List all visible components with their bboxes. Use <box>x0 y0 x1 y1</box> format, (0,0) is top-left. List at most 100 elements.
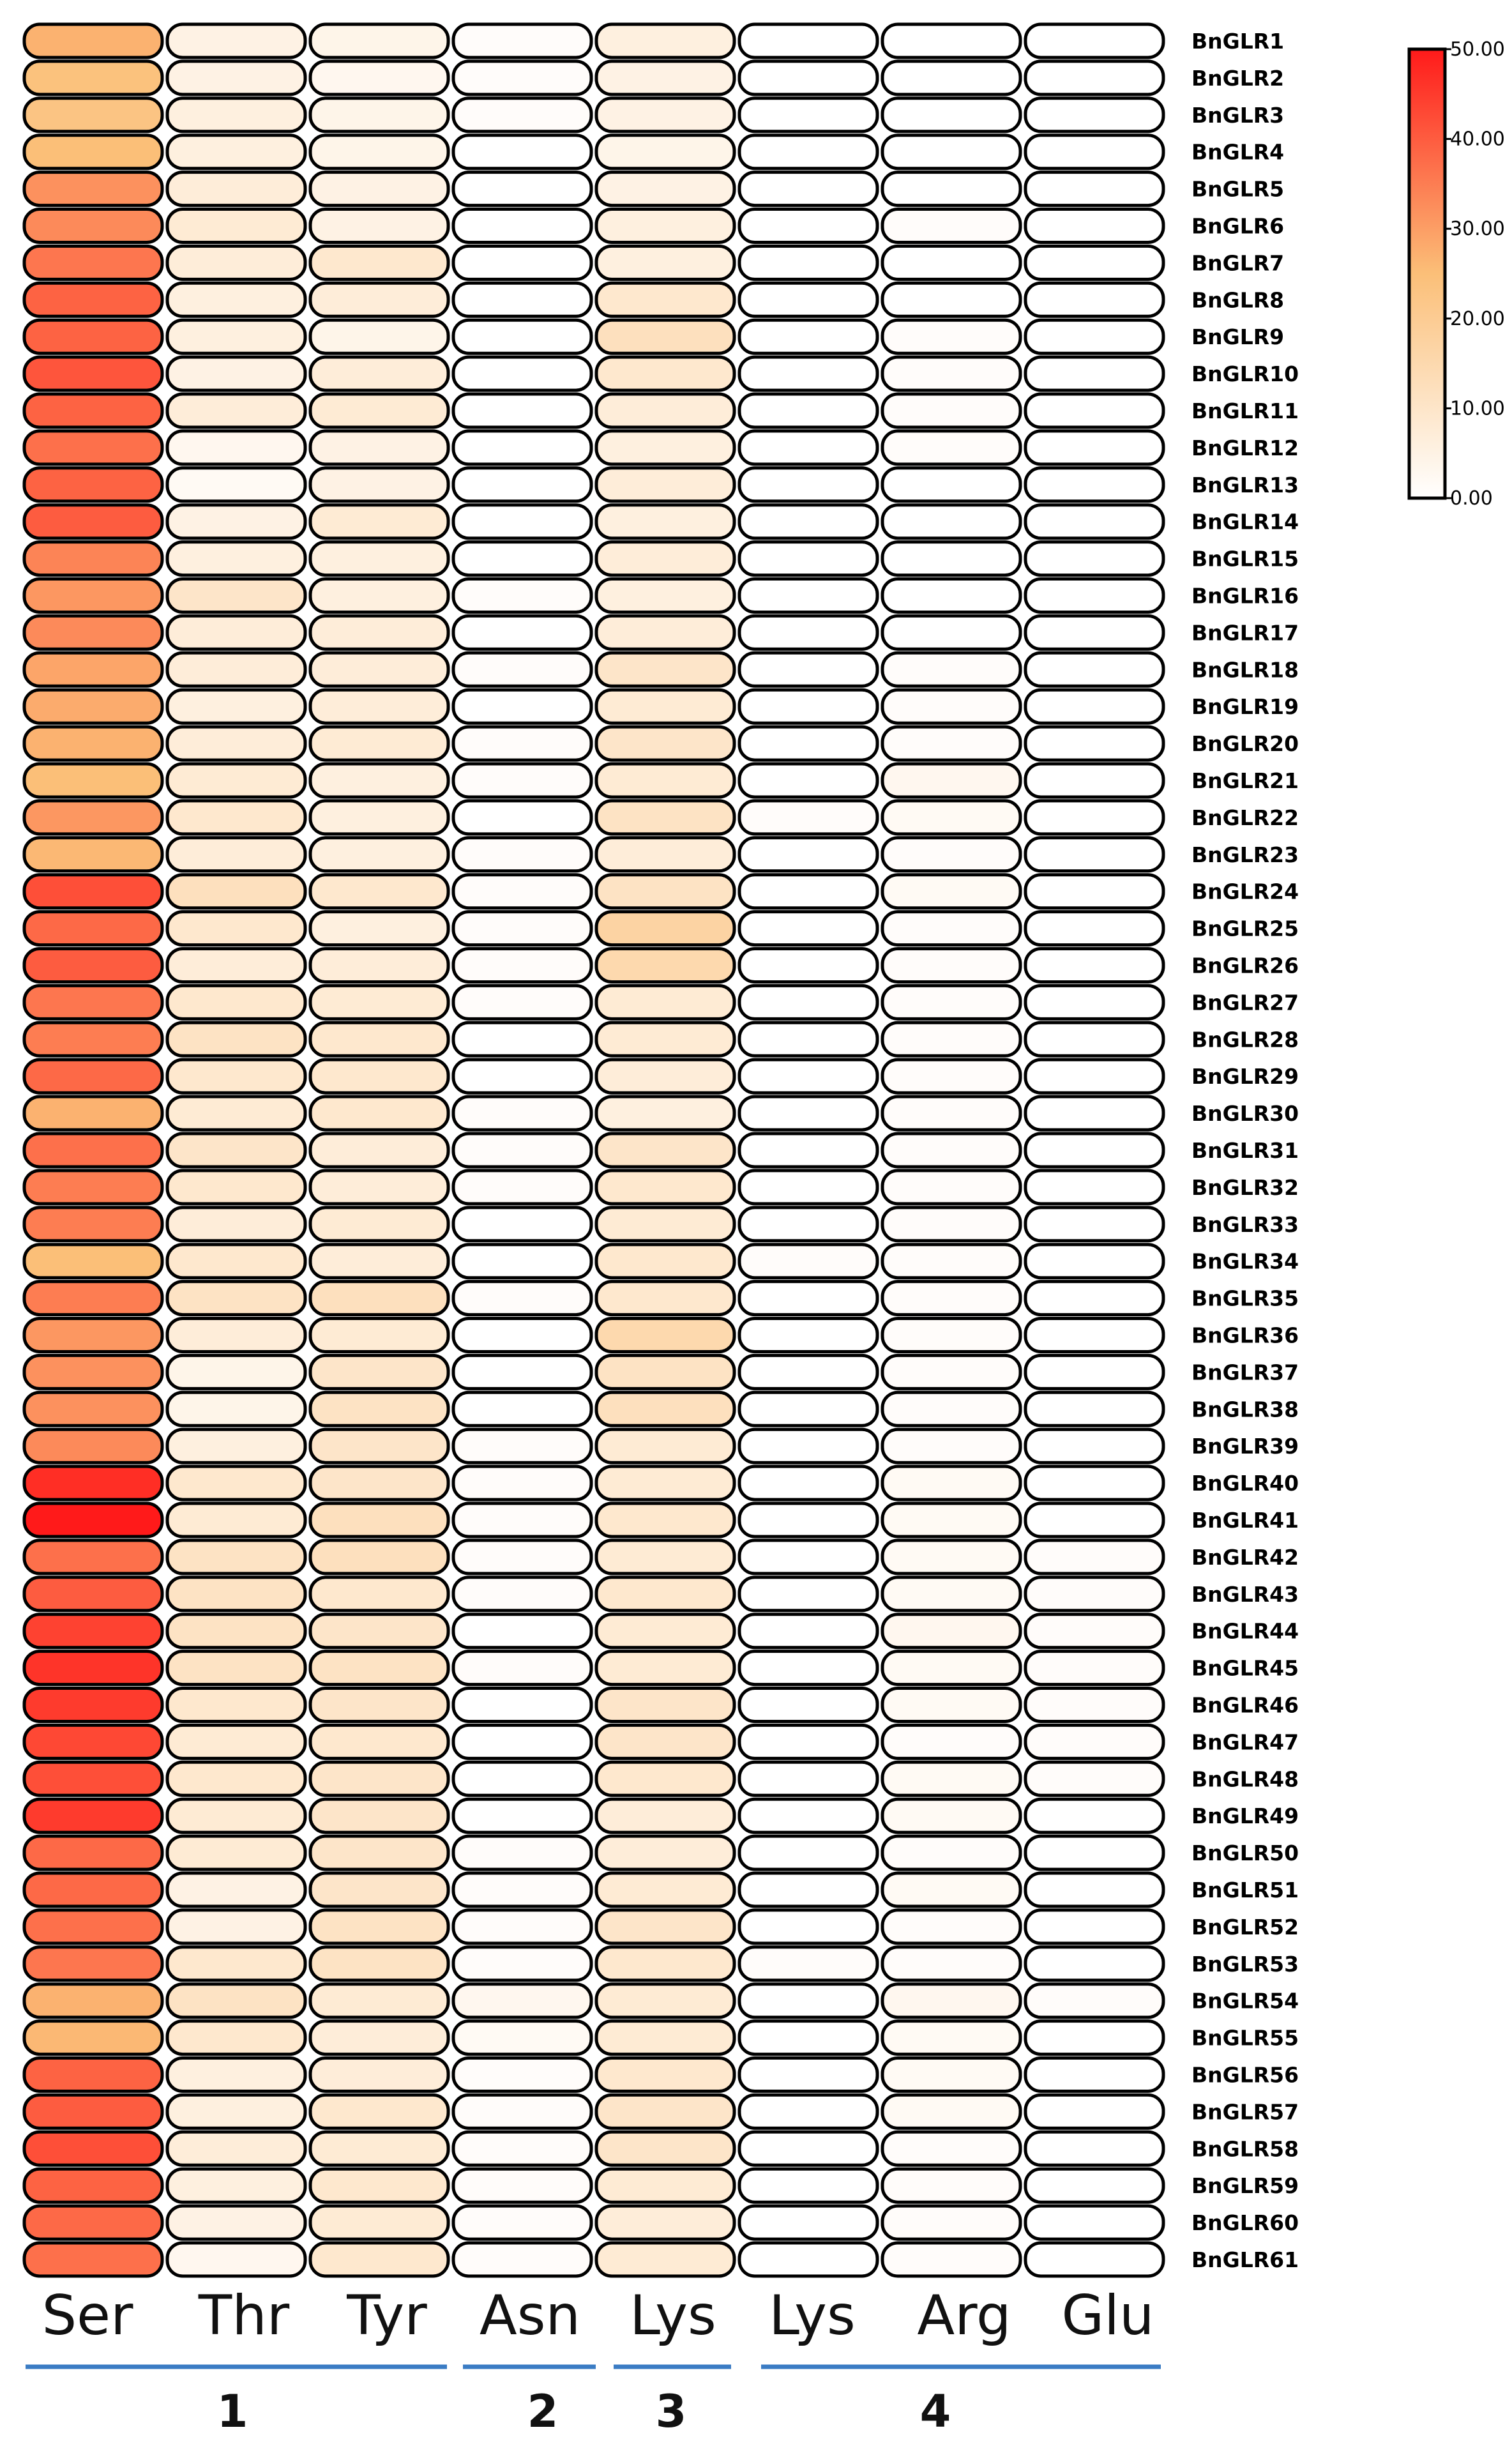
heatmap-cell <box>22 392 164 429</box>
heatmap-cell <box>308 1945 450 1982</box>
heatmap-cell <box>22 1464 164 1501</box>
heatmap-cell <box>308 2204 450 2241</box>
heatmap-cell <box>737 1095 879 1132</box>
heatmap-cell <box>881 1834 1022 1871</box>
heatmap-cell <box>308 281 450 318</box>
heatmap-cell <box>594 1464 736 1501</box>
heatmap-cell <box>451 281 593 318</box>
heatmap-cell <box>165 1538 307 1576</box>
heatmap-cell <box>451 1317 593 1353</box>
heatmap-cell <box>308 1687 450 1723</box>
heatmap-cell <box>737 651 879 688</box>
heatmap-cell <box>594 2241 736 2278</box>
heatmap-cell <box>737 1353 879 1390</box>
heatmap-cell <box>1024 1206 1165 1243</box>
heatmap-cell <box>737 171 879 208</box>
heatmap-cell <box>881 392 1022 429</box>
row-label: BnGLR11 <box>1191 399 1299 423</box>
heatmap-cell <box>1024 133 1165 171</box>
heatmap-cell <box>737 1760 879 1797</box>
group-label: 2 <box>527 2385 559 2438</box>
heatmap-cell <box>737 1613 879 1650</box>
row-label: BnGLR24 <box>1191 879 1299 904</box>
heatmap-cell <box>165 1206 307 1243</box>
heatmap-cell <box>881 799 1022 836</box>
heatmap-cell <box>881 873 1022 910</box>
heatmap-cell <box>451 2167 593 2204</box>
heatmap-cell <box>308 614 450 651</box>
heatmap-cell <box>594 1871 736 1908</box>
heatmap-cell <box>1024 2241 1165 2278</box>
heatmap-cell <box>737 466 879 503</box>
heatmap-cell <box>451 171 593 208</box>
column-label: Lys <box>630 2284 716 2348</box>
heatmap-cell <box>1024 1760 1165 1797</box>
heatmap-cell <box>1024 725 1165 762</box>
heatmap-cell <box>22 355 164 392</box>
heatmap-cell <box>451 1982 593 2019</box>
heatmap-cell <box>1024 2204 1165 2241</box>
heatmap-cell <box>737 1169 879 1206</box>
heatmap-cell <box>737 1021 879 1058</box>
heatmap-cell <box>737 281 879 318</box>
column-label: Asn <box>480 2284 580 2348</box>
heatmap-cell <box>881 2204 1022 2241</box>
row-label: BnGLR60 <box>1191 2210 1299 2235</box>
heatmap-cell <box>451 1280 593 1317</box>
heatmap-cell <box>165 1687 307 1723</box>
heatmap-cell <box>594 244 736 281</box>
heatmap-cell <box>451 318 593 355</box>
heatmap-cell <box>1024 1464 1165 1501</box>
heatmap-cell <box>737 1132 879 1169</box>
heatmap-cell <box>1024 2056 1165 2093</box>
heatmap-cell <box>165 1169 307 1206</box>
row-label: BnGLR57 <box>1191 2099 1299 2124</box>
heatmap-cell <box>165 1945 307 1982</box>
heatmap-cell <box>737 1280 879 1317</box>
row-label: BnGLR13 <box>1191 473 1299 497</box>
heatmap-cell <box>737 1687 879 1723</box>
heatmap-cell <box>308 2093 450 2130</box>
heatmap-cell <box>22 688 164 725</box>
row-label: BnGLR49 <box>1191 1804 1299 1828</box>
heatmap-cell <box>22 1095 164 1132</box>
heatmap-cell <box>1024 614 1165 651</box>
row-label: BnGLR58 <box>1191 2136 1299 2161</box>
heatmap-cell <box>881 1760 1022 1797</box>
heatmap-cell <box>594 836 736 873</box>
heatmap-cell <box>1024 96 1165 133</box>
heatmap-cell <box>22 1613 164 1650</box>
heatmap-cell <box>881 1687 1022 1723</box>
heatmap-cell <box>451 1427 593 1464</box>
heatmap-cell <box>165 96 307 133</box>
heatmap-cell <box>22 2019 164 2056</box>
heatmap-cell <box>22 1169 164 1206</box>
heatmap-cell <box>308 1613 450 1650</box>
heatmap-cell <box>881 96 1022 133</box>
heatmap-cell <box>1024 983 1165 1021</box>
heatmap-cell <box>594 208 736 244</box>
heatmap-cell <box>594 2056 736 2093</box>
row-label: BnGLR31 <box>1191 1138 1299 1163</box>
heatmap-cell <box>308 1982 450 2019</box>
heatmap-cell <box>594 725 736 762</box>
heatmap-cell <box>737 2130 879 2167</box>
heatmap-cell <box>881 281 1022 318</box>
heatmap-cell <box>451 392 593 429</box>
heatmap-cell <box>22 1650 164 1687</box>
column-label: Arg <box>917 2284 1011 2348</box>
row-label: BnGLR27 <box>1191 990 1299 1015</box>
heatmap-cell <box>165 466 307 503</box>
heatmap-cell <box>737 2093 879 2130</box>
row-label: BnGLR8 <box>1191 287 1284 312</box>
heatmap-cell <box>308 1317 450 1353</box>
heatmap-cell <box>594 762 736 799</box>
group-label: 3 <box>656 2385 687 2438</box>
heatmap-cell <box>594 318 736 355</box>
heatmap-cell <box>1024 2019 1165 2056</box>
heatmap-cell <box>308 22 450 59</box>
heatmap-cell <box>881 466 1022 503</box>
column-label: Thr <box>198 2284 290 2348</box>
heatmap-cell <box>165 2130 307 2167</box>
heatmap-cell <box>165 1908 307 1945</box>
